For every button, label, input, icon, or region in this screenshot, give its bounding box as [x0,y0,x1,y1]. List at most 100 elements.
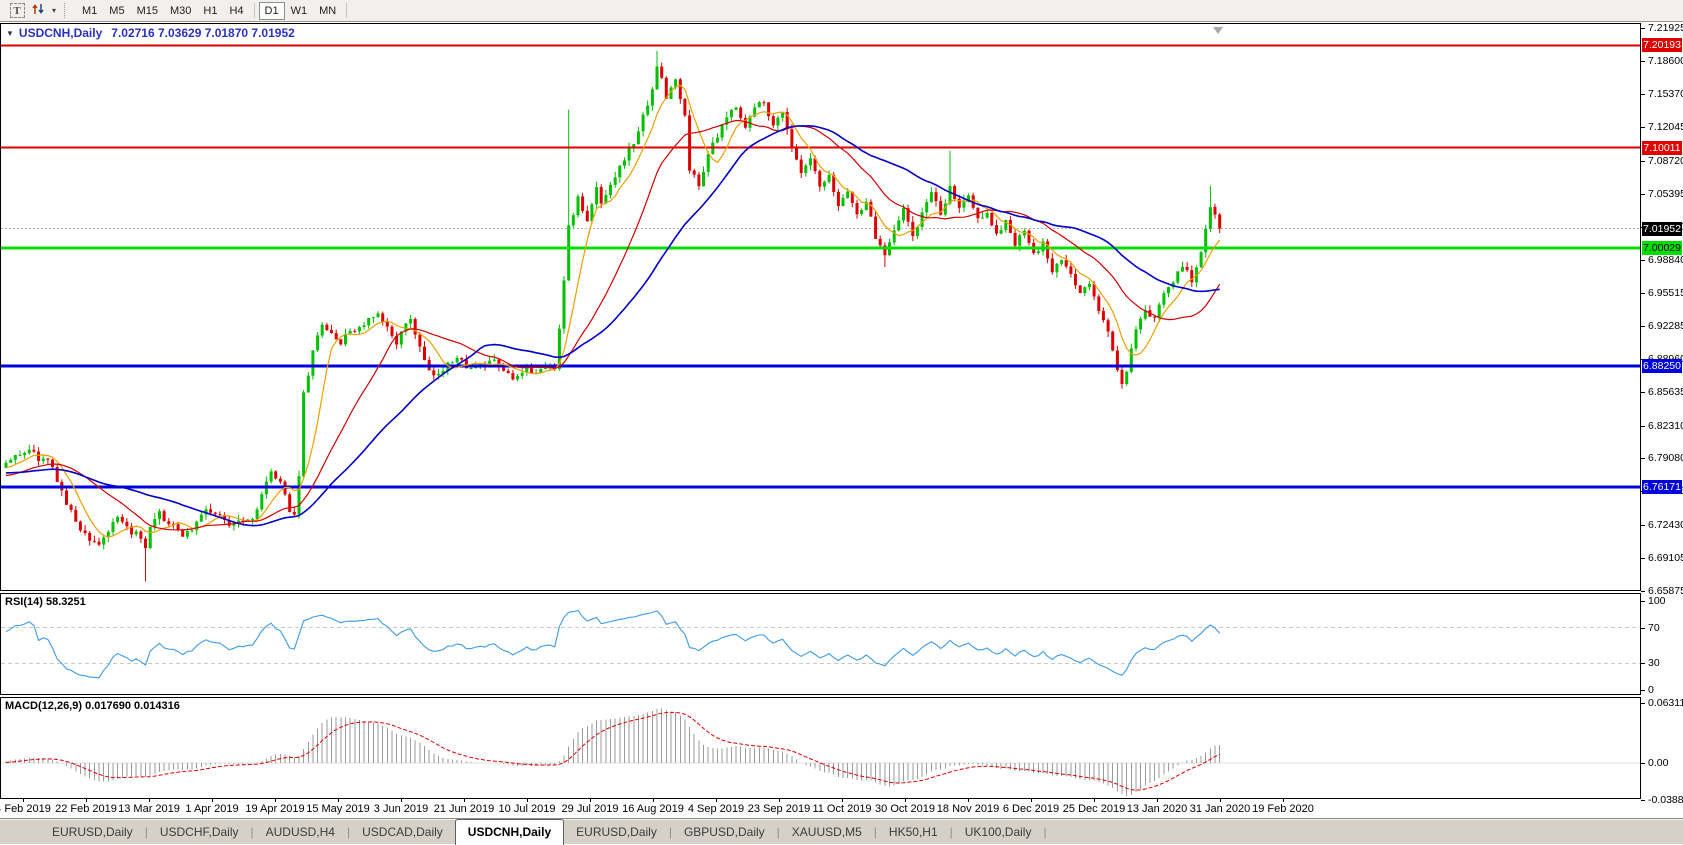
toolbar-grip [64,3,71,18]
date-tick-mark [401,799,402,802]
date-label: 19 Apr 2019 [245,803,305,815]
date-label: 18 Nov 2019 [936,803,1000,815]
date-tick-mark [149,799,150,802]
date-label: 29 Jul 2019 [561,803,619,815]
date-tick-mark [842,799,843,802]
timeframe-button-d1[interactable]: D1 [258,1,285,20]
date-tick-mark [1094,799,1095,802]
price-tag: 6.76171 [1642,480,1682,495]
updown-arrows-button[interactable] [28,2,48,20]
date-tick-mark [338,799,339,802]
timeframe-button-mn[interactable]: MN [319,4,337,17]
tab-separator: | [1043,825,1047,839]
macd-canvas [1,708,1640,796]
axis-tick-label: 100 [1641,595,1666,607]
date-label: 31 Jan 2020 [1189,803,1251,815]
date-label: 30 Oct 2019 [875,803,935,815]
axis-tick-label: 0.00 [1641,757,1668,769]
symbol-collapse-icon[interactable]: ▼ [6,29,14,38]
chart-tab-eurusd-daily[interactable]: EURUSD,Daily [576,825,657,839]
chart-tab-xauusd-m5[interactable]: XAUUSD,M5 [791,825,862,839]
date-label: 22 Feb 2019 [55,803,117,815]
timeframe-button-h1[interactable]: H1 [203,4,218,17]
tab-separator: | [144,825,148,839]
tab-separator: | [949,825,953,839]
macd-label: MACD(12,26,9) 0.017690 0.014316 [5,700,180,712]
chart-title: ▼ USDCNH,Daily 7.02716 7.03629 7.01870 7.0… [6,26,295,40]
axis-tick-label: 6.85635 [1641,386,1683,398]
date-tick-mark [968,799,969,802]
date-tick-mark [1220,799,1221,802]
axis-tick-label: 7.05395 [1641,188,1683,200]
chart-symbol-label: USDCNH,Daily [18,26,103,40]
date-tick-mark [779,799,780,802]
timeframe-button-m1[interactable]: M1 [82,4,98,17]
tab-separator: | [668,825,672,839]
tab-separator: | [346,825,351,839]
timeframe-button-m5[interactable]: M5 [109,4,125,17]
chart-tab-usdcad-daily[interactable]: USDCAD,Daily [362,825,443,839]
text-tool-icon: T [9,3,25,18]
toolbar-separator [253,3,255,18]
toolbar-separator [346,3,348,18]
date-axis: 4 Feb 2019 22 Feb 2019 13 Mar 2019 1 Apr 20… [0,799,1641,818]
date-tick-mark [716,799,717,802]
date-label: 21 Jun 2019 [433,803,495,815]
tab-separator: | [250,825,254,839]
date-label: 25 Dec 2019 [1062,803,1126,815]
date-label: 15 May 2019 [306,803,370,815]
timeframe-button-m15[interactable]: M15 [136,4,158,17]
chart-tab-eurusd-daily[interactable]: EURUSD,Daily [52,825,133,839]
date-label: 1 Apr 2019 [185,803,239,815]
axis-tick-label: 6.69105 [1641,552,1683,564]
date-label: 13 Jan 2020 [1126,803,1188,815]
timeframe-button-h4[interactable]: H4 [229,4,244,17]
axis-tick-label: 6.65875 [1641,585,1683,597]
rsi-canvas [1,609,1640,679]
date-label: 19 Feb 2020 [1252,803,1314,815]
date-tick-mark [590,799,591,802]
chart-tab-uk100-daily[interactable]: UK100,Daily [964,825,1032,839]
axis-tick-label: 30 [1641,657,1660,669]
axis-tick-label: 0 [1641,684,1654,696]
chart-tab-hk50-h1[interactable]: HK50,H1 [888,825,938,839]
top-toolbar: T ▾ M1 M5 M15 M30 H1 H4 D1 W1 MN [0,0,1683,22]
price-tag: 6.88250 [1642,359,1682,373]
chart-shift-marker [1213,27,1223,34]
date-label: 16 Aug 2019 [622,803,684,815]
date-tick-mark [212,799,213,802]
price-tag: 7.00029 [1642,240,1682,255]
tab-separator: | [776,825,780,839]
axis-tick-label: 7.21925 [1641,22,1683,34]
axis-tick-label: 6.95515 [1641,287,1683,299]
axis-tick-label: 7.18600 [1641,55,1683,67]
axis-tick-label: 7.12045 [1641,121,1683,133]
macd-panel: MACD(12,26,9) 0.017690 0.014316 [0,697,1641,799]
timeframe-button-w1[interactable]: W1 [290,4,308,17]
axis-tick-label: 6.92285 [1641,320,1683,332]
date-tick-mark [905,799,906,802]
price-tag: 7.20193 [1642,38,1682,53]
date-tick-mark [1157,799,1158,802]
date-tick-mark [275,799,276,802]
text-tool-button[interactable]: T [6,2,28,20]
main-chart-plot[interactable]: ▼ USDCNH,Daily 7.02716 7.03629 7.01870 7.0… [0,23,1641,591]
price-tag: 7.01952 [1642,221,1682,236]
candlestick-canvas[interactable] [1,24,1640,590]
chart-tab-usdcnh-daily[interactable]: USDCNH,Daily [454,819,565,845]
date-label: 6 Dec 2019 [1002,803,1060,815]
chart-ohlc-quotes: 7.02716 7.03629 7.01870 7.01952 [111,26,295,40]
arrows-dropdown-caret[interactable]: ▾ [51,6,56,15]
chart-region: ▼ USDCNH,Daily 7.02716 7.03629 7.01870 7.0… [0,22,1683,818]
chart-tab-gbpusd-daily[interactable]: GBPUSD,Daily [683,825,765,839]
date-label: 23 Sep 2019 [747,803,811,815]
date-label: 4 Feb 2019 [0,803,51,815]
date-tick-mark [1283,799,1284,802]
chart-tab-usdchf-daily[interactable]: USDCHF,Daily [159,825,239,839]
axis-tick-label: 6.79080 [1641,452,1683,464]
date-tick-mark [86,799,87,802]
price-axis: 7.21925 7.18600 7.15370 7.12045 7.08720 7.053… [1641,22,1683,818]
date-label: 11 Oct 2019 [812,803,872,815]
timeframe-button-m30[interactable]: M30 [169,4,192,17]
chart-tab-audusd-h4[interactable]: AUDUSD,H4 [265,825,335,839]
